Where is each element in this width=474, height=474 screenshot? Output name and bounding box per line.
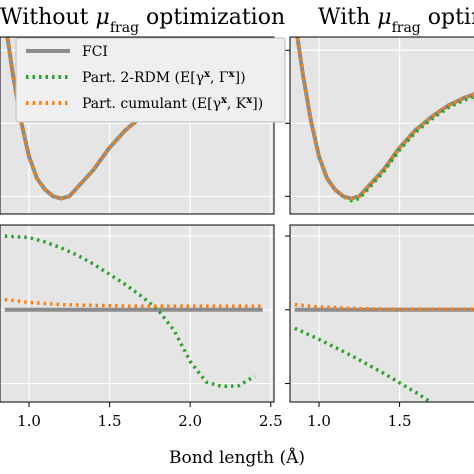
left-bottom-plot [4, 234, 263, 389]
series-rdm [294, 326, 434, 402]
x-tick-labels: 1.0 1.5 2.0 2.5 1.0 1.5 [17, 402, 412, 430]
series-rdm [295, 37, 474, 203]
right-bottom-plot [294, 302, 474, 402]
legend-label-rdm: Part. 2-RDM (E[γx, Γx]) [82, 69, 246, 87]
left-bottom-panel [0, 224, 275, 403]
x-tick-label: 1.5 [388, 412, 412, 430]
legend: FCI Part. 2-RDM (E[γx, Γx]) Part. cumula… [15, 37, 286, 123]
series-cumulant [295, 37, 474, 201]
right-top-panel [289, 36, 474, 215]
left-panel-title: Without μfrag optimization [0, 5, 285, 36]
right-bottom-panel [289, 224, 474, 403]
x-tick-label: 1.0 [17, 412, 41, 430]
right-top-grid [290, 37, 474, 214]
legend-label-cumulant: Part. cumulant (E[γx, Kx]) [82, 95, 263, 113]
x-tick-label: 2.5 [259, 412, 283, 430]
right-panel-title: With μfrag optimization [318, 5, 474, 36]
x-tick-label: 2.0 [178, 412, 202, 430]
legend-label-fci: FCI [82, 44, 108, 60]
x-tick-label: 1.0 [307, 412, 331, 430]
y-tick-marks [285, 49, 290, 385]
x-tick-label: 1.5 [98, 412, 122, 430]
x-axis-label: Bond length (Å) [169, 447, 305, 468]
right-top-plot [295, 37, 474, 203]
